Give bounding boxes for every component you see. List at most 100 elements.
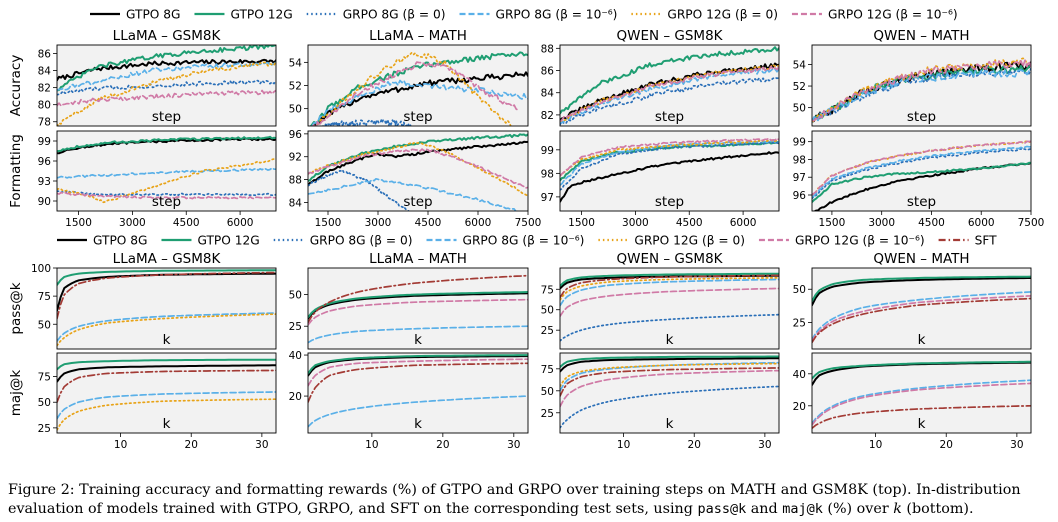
panel-8-xtick-label: 1500 (819, 217, 846, 229)
panel-15-ytick-label: 75 (541, 364, 554, 376)
panel-11-background (560, 268, 779, 349)
panel-13-line-gtpo-8g (57, 364, 276, 383)
panel-9-inner-label: k (163, 332, 171, 348)
panel-4-ytick-label: 50 (793, 103, 806, 115)
panel-6-xtick-label: 3000 (365, 217, 392, 229)
panel-5-line-grpo-12g-10-6 (57, 191, 276, 200)
panel-1-line-grpo-8g-0 (57, 79, 276, 96)
legend-bottom: GTPO 8G GTPO 12G GRPO 8G (β = 0) GRPO 8G (β… (57, 234, 997, 248)
panel-6-line-grpo-12g-10-6 (308, 148, 528, 189)
caption-k: k (893, 501, 902, 517)
figure-caption: Figure 2: Training accuracy and formatti… (8, 481, 1054, 519)
legend-top-label-grpo-8g-10-6: GRPO 8G (β = 10⁻⁶) (496, 8, 618, 22)
panel-11-line-gtpo-12g (560, 272, 779, 287)
panel-1-line-grpo-8g-10-6 (57, 61, 276, 92)
panel-10: LLaMA – MATH 25 50 k (289, 251, 529, 350)
panel-9-title: LLaMA – GSM8K (113, 251, 222, 267)
panel-15-line-grpo-12g-10-6 (560, 369, 779, 408)
panel-5: Formatting 90 93 96 99 1500 3000 4500 6000 step (8, 130, 277, 229)
panel-7: 97 98 99 1500 3000 4500 6000 step (541, 130, 780, 229)
panel-1-line-gtpo-12g (57, 45, 276, 92)
panel-13-ylabel: maj@k (8, 370, 24, 417)
panel-12-line-grpo-12g-10-6 (812, 295, 1031, 342)
panel-6-ytick-label: 84 (289, 197, 303, 209)
panel-3-line-grpo-12g-10-6 (560, 65, 779, 123)
panel-5-xtick-label: 4500 (173, 217, 200, 229)
panel-8-line-grpo-8g-0 (812, 147, 1031, 200)
panel-8-xtick-label: 3000 (868, 217, 895, 229)
panel-11-frame (559, 267, 780, 350)
panel-10-line-gtpo-12g (308, 291, 528, 319)
panel-7-line-grpo-12g-10-6 (560, 137, 779, 177)
panel-10-title: LLaMA – MATH (369, 251, 467, 267)
panel-4-series-group (812, 57, 1031, 123)
panel-2-line-grpo-12g-10-6 (312, 61, 519, 126)
legend-top-label-grpo-12g-0: GRPO 12G (β = 0) (667, 8, 778, 22)
panel-13-line-grpo-8g-10-6 (57, 391, 276, 420)
panel-11-line-grpo-8g-10-6 (560, 278, 779, 307)
panel-14-line-sft (308, 362, 528, 404)
panel-13-ytick-label: 75 (38, 372, 51, 384)
panel-4-line-grpo-12g-10-6 (812, 59, 1031, 122)
panel-3-ytick-label: 88 (541, 43, 554, 55)
legend-bottom-label-gtpo-12g: GTPO 12G (197, 234, 259, 248)
panel-9-ytick-label: 100 (31, 263, 51, 275)
panel-9-line-grpo-12g-0 (57, 313, 276, 347)
panel-3-series-group (560, 46, 779, 126)
panel-2-ytick-label: 50 (289, 104, 302, 116)
legend-bottom-label-grpo-12g-0: GRPO 12G (β = 0) (634, 234, 745, 248)
panel-8-xtick-label: 7500 (1018, 217, 1045, 229)
panel-6-inner-label: step (403, 194, 432, 210)
panel-9-ylabel: pass@k (8, 282, 24, 334)
panel-2-ytick-label: 52 (289, 81, 302, 93)
panel-7-line-grpo-8g-0 (560, 141, 779, 191)
panel-1-ytick-label: 80 (38, 100, 51, 112)
panel-7-line-gtpo-8g (560, 151, 779, 203)
panel-8-xtick-label: 6000 (968, 217, 995, 229)
panel-3-inner-label: step (655, 109, 684, 125)
panel-9-ytick-label: 50 (38, 319, 51, 331)
panel-1: LLaMA – GSM8K Accuracy 78 80 82 84 86 step (8, 28, 277, 129)
panel-5-ytick-label: 99 (38, 136, 51, 148)
panel-5-ytick-label: 96 (38, 156, 52, 168)
panel-4-title: QWEN – MATH (873, 28, 969, 44)
panel-9-line-sft (57, 271, 276, 320)
panel-1-ytick-label: 82 (38, 83, 51, 95)
panel-12-title: QWEN – MATH (873, 251, 969, 267)
panel-2-line-grpo-8g-0 (317, 118, 412, 126)
panel-1-inner-label: step (152, 109, 181, 125)
panel-11-ytick-label: 75 (541, 284, 554, 296)
panel-2-title: LLaMA – MATH (369, 28, 467, 44)
legend-bottom-label-gtpo-8g: GTPO 8G (93, 234, 147, 248)
panel-15-frame (559, 352, 780, 434)
caption-label: Figure 2: (8, 482, 75, 498)
panel-5-xtick-label: 3000 (119, 217, 146, 229)
panel-8-ytick-label: 96 (793, 190, 807, 202)
panel-3-frame (559, 44, 780, 127)
panel-15-line-grpo-12g-0 (560, 362, 779, 388)
panel-14-inner-label: k (414, 416, 422, 432)
panel-14-xtick-label: 30 (507, 439, 520, 451)
panel-7-xtick-label: 3000 (622, 217, 649, 229)
panel-16-line-grpo-8g-10-6 (812, 379, 1031, 425)
panel-3: QWEN – GSM8K 82 84 86 88 step (541, 28, 780, 127)
panel-7-ytick-label: 98 (541, 168, 554, 180)
panel-10-line-grpo-8g-10-6 (308, 325, 528, 344)
panel-6-xtick-label: 6000 (465, 217, 492, 229)
panel-11-title: QWEN – GSM8K (616, 251, 723, 267)
panel-8-ytick-label: 97 (793, 172, 806, 184)
panel-15-line-gtpo-8g (560, 357, 779, 373)
panel-2-inner-label: step (403, 109, 432, 125)
legend-bottom-label-grpo-8g-10-6: GRPO 8G (β = 10⁻⁶) (463, 234, 585, 248)
panel-7-series-group (560, 137, 779, 203)
panel-1-background (57, 45, 276, 126)
panel-2-line-grpo-12g-0 (314, 52, 512, 126)
panel-7-ytick-label: 99 (541, 145, 554, 157)
caption-text-2: (%) over (822, 501, 894, 517)
panel-13: maj@k 25 50 75 10 20 30 k (8, 352, 277, 451)
panel-5-ylabel: Formatting (8, 134, 24, 208)
panel-10-ytick-label: 25 (289, 321, 302, 333)
panel-5-line-grpo-12g-0 (57, 158, 276, 204)
panel-3-title: QWEN – GSM8K (616, 28, 723, 44)
panel-15-inner-label: k (666, 416, 674, 432)
